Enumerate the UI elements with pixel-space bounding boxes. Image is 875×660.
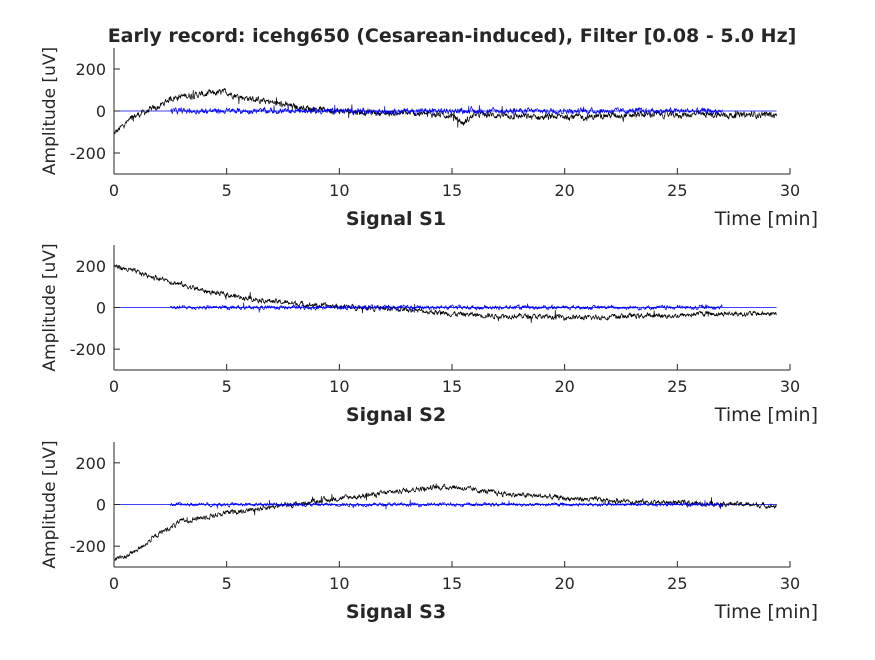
subplot-3-ytick-label: -200	[70, 537, 106, 556]
subplot-3-xlabel: Time [min]	[714, 601, 818, 623]
subplot-2-xtick-label: 10	[329, 377, 349, 396]
subplot-2-ytick-label: 200	[75, 257, 106, 276]
subplot-1-signal-label: Signal S1	[346, 208, 446, 230]
subplot-1-xtick-label: 30	[780, 181, 800, 200]
subplot-1-xtick-label: 15	[442, 181, 462, 200]
subplot-2-series-filtered-line	[169, 302, 723, 313]
subplot-3-xtick-label: 10	[329, 574, 349, 593]
subplot-2-xtick-label: 25	[667, 377, 687, 396]
subplot-1-series-filtered-line	[170, 104, 723, 117]
subplot-2-ylabel: Amplitude [uV]	[40, 243, 60, 371]
subplot-1-xtick-label: 0	[109, 181, 119, 200]
subplot-3-xtick-label: 25	[667, 574, 687, 593]
subplot-1-series-raw-line	[113, 87, 777, 135]
subplot-2-xtick-label: 15	[442, 377, 462, 396]
figure-title: Early record: icehg650 (Cesarean-induced…	[108, 25, 797, 47]
subplot-3-xtick-label: 15	[442, 574, 462, 593]
subplot-2-xtick-label: 0	[109, 377, 119, 396]
subplot-3-signal-label: Signal S3	[346, 601, 446, 623]
subplot-2-xtick-label: 20	[554, 377, 574, 396]
subplot-1-ytick-label: 0	[96, 102, 106, 121]
subplot-2-signal-label: Signal S2	[346, 404, 446, 426]
subplot-3-series-raw-line	[113, 483, 777, 561]
subplot-3-ytick-label: 200	[75, 454, 106, 473]
subplot-3-xtick-label: 20	[554, 574, 574, 593]
subplot-1-xlabel: Time [min]	[714, 208, 818, 230]
subplot-1-xtick-label: 5	[222, 181, 232, 200]
subplot-3-ylabel: Amplitude [uV]	[40, 440, 60, 568]
subplot-1-ytick-label: 200	[75, 60, 106, 79]
subplot-2-xlabel: Time [min]	[714, 404, 818, 426]
subplot-3-xtick-label: 30	[780, 574, 800, 593]
subplot-1-ylabel: Amplitude [uV]	[40, 47, 60, 175]
subplot-2-xtick-label: 30	[780, 377, 800, 396]
subplot-3-xtick-label: 5	[222, 574, 232, 593]
subplot-2-xtick-label: 5	[222, 377, 232, 396]
subplot-3-series-filtered-line	[169, 499, 723, 510]
subplot-1-ytick-label: -200	[70, 144, 106, 163]
subplot-1-xtick-label: 10	[329, 181, 349, 200]
subplot-2-ytick-label: 0	[96, 299, 106, 318]
subplot-2-ytick-label: -200	[70, 340, 106, 359]
subplot-1-xtick-label: 25	[667, 181, 687, 200]
subplot-3-xtick-label: 0	[109, 574, 119, 593]
subplot-2-series-raw-line	[113, 264, 777, 324]
subplot-3-ytick-label: 0	[96, 496, 106, 515]
subplot-1-xtick-label: 20	[554, 181, 574, 200]
